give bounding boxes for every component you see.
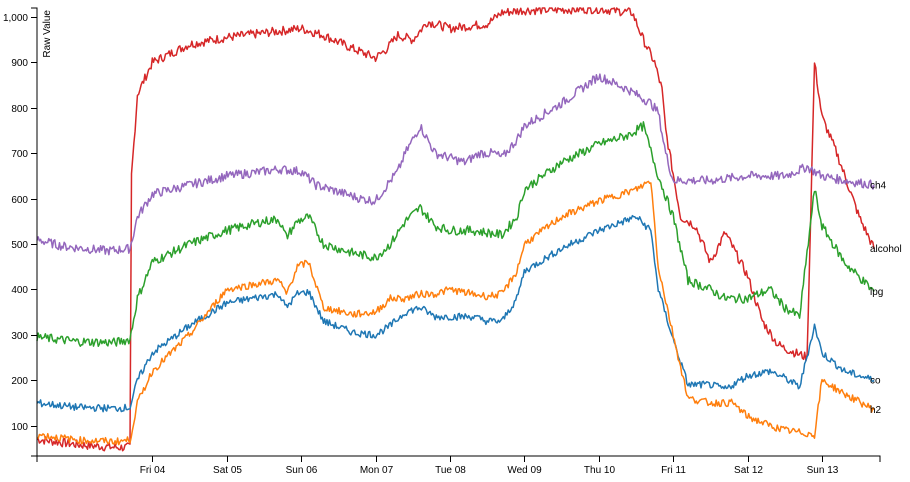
y-tick-label: 500: [11, 240, 28, 251]
series-lpg-line: [36, 121, 875, 348]
x-tick-label: Sun 13: [807, 465, 839, 476]
x-axis-line: [36, 455, 881, 462]
series-label-co: co: [870, 376, 881, 387]
y-tick-label: 900: [11, 58, 28, 69]
y-tick-label: 300: [11, 331, 28, 342]
x-tick-label: Sat 12: [734, 465, 763, 476]
y-tick-label: 1,000: [3, 13, 28, 24]
y-tick-label: 800: [11, 104, 28, 115]
y-axis: 100 200 300 400 500 600 700 800 900 1,000 Raw Valu…: [3, 7, 53, 457]
series-h2-line: [36, 180, 875, 446]
series-co-line: [36, 214, 875, 413]
y-tick-label: 200: [11, 376, 28, 387]
y-tick-label: 600: [11, 195, 28, 206]
x-tick-label: Tue 08: [435, 465, 466, 476]
x-tick-label: Fri 11: [661, 465, 686, 476]
x-tick-label: Sat 05: [213, 465, 242, 476]
series-ch4-line: [36, 73, 875, 256]
y-axis-title: Raw Value: [42, 10, 53, 58]
y-axis-line: [31, 7, 38, 457]
series-alcohol-line: [36, 7, 875, 452]
y-tick-label: 400: [11, 285, 28, 296]
x-tick-label: Mon 07: [360, 465, 394, 476]
y-tick-label: 700: [11, 149, 28, 160]
x-tick-label: Fri 04: [140, 465, 166, 476]
series-label-ch4: ch4: [870, 181, 887, 192]
series-labels: alcohol ch4 lpg co h2: [870, 181, 902, 417]
x-axis: Fri 04 Sat 05 Sun 06 Mon 07 Tue 08 Wed 09 Thu …: [36, 455, 881, 476]
x-tick-label: Wed 09: [507, 465, 542, 476]
y-tick-label: 100: [11, 422, 28, 433]
series-label-alcohol: alcohol: [870, 244, 902, 255]
series-label-lpg: lpg: [870, 287, 883, 298]
x-tick-label: Thu 10: [584, 465, 616, 476]
series-label-h2: h2: [870, 405, 882, 416]
series-layer: [36, 7, 875, 452]
x-tick-label: Sun 06: [286, 465, 318, 476]
